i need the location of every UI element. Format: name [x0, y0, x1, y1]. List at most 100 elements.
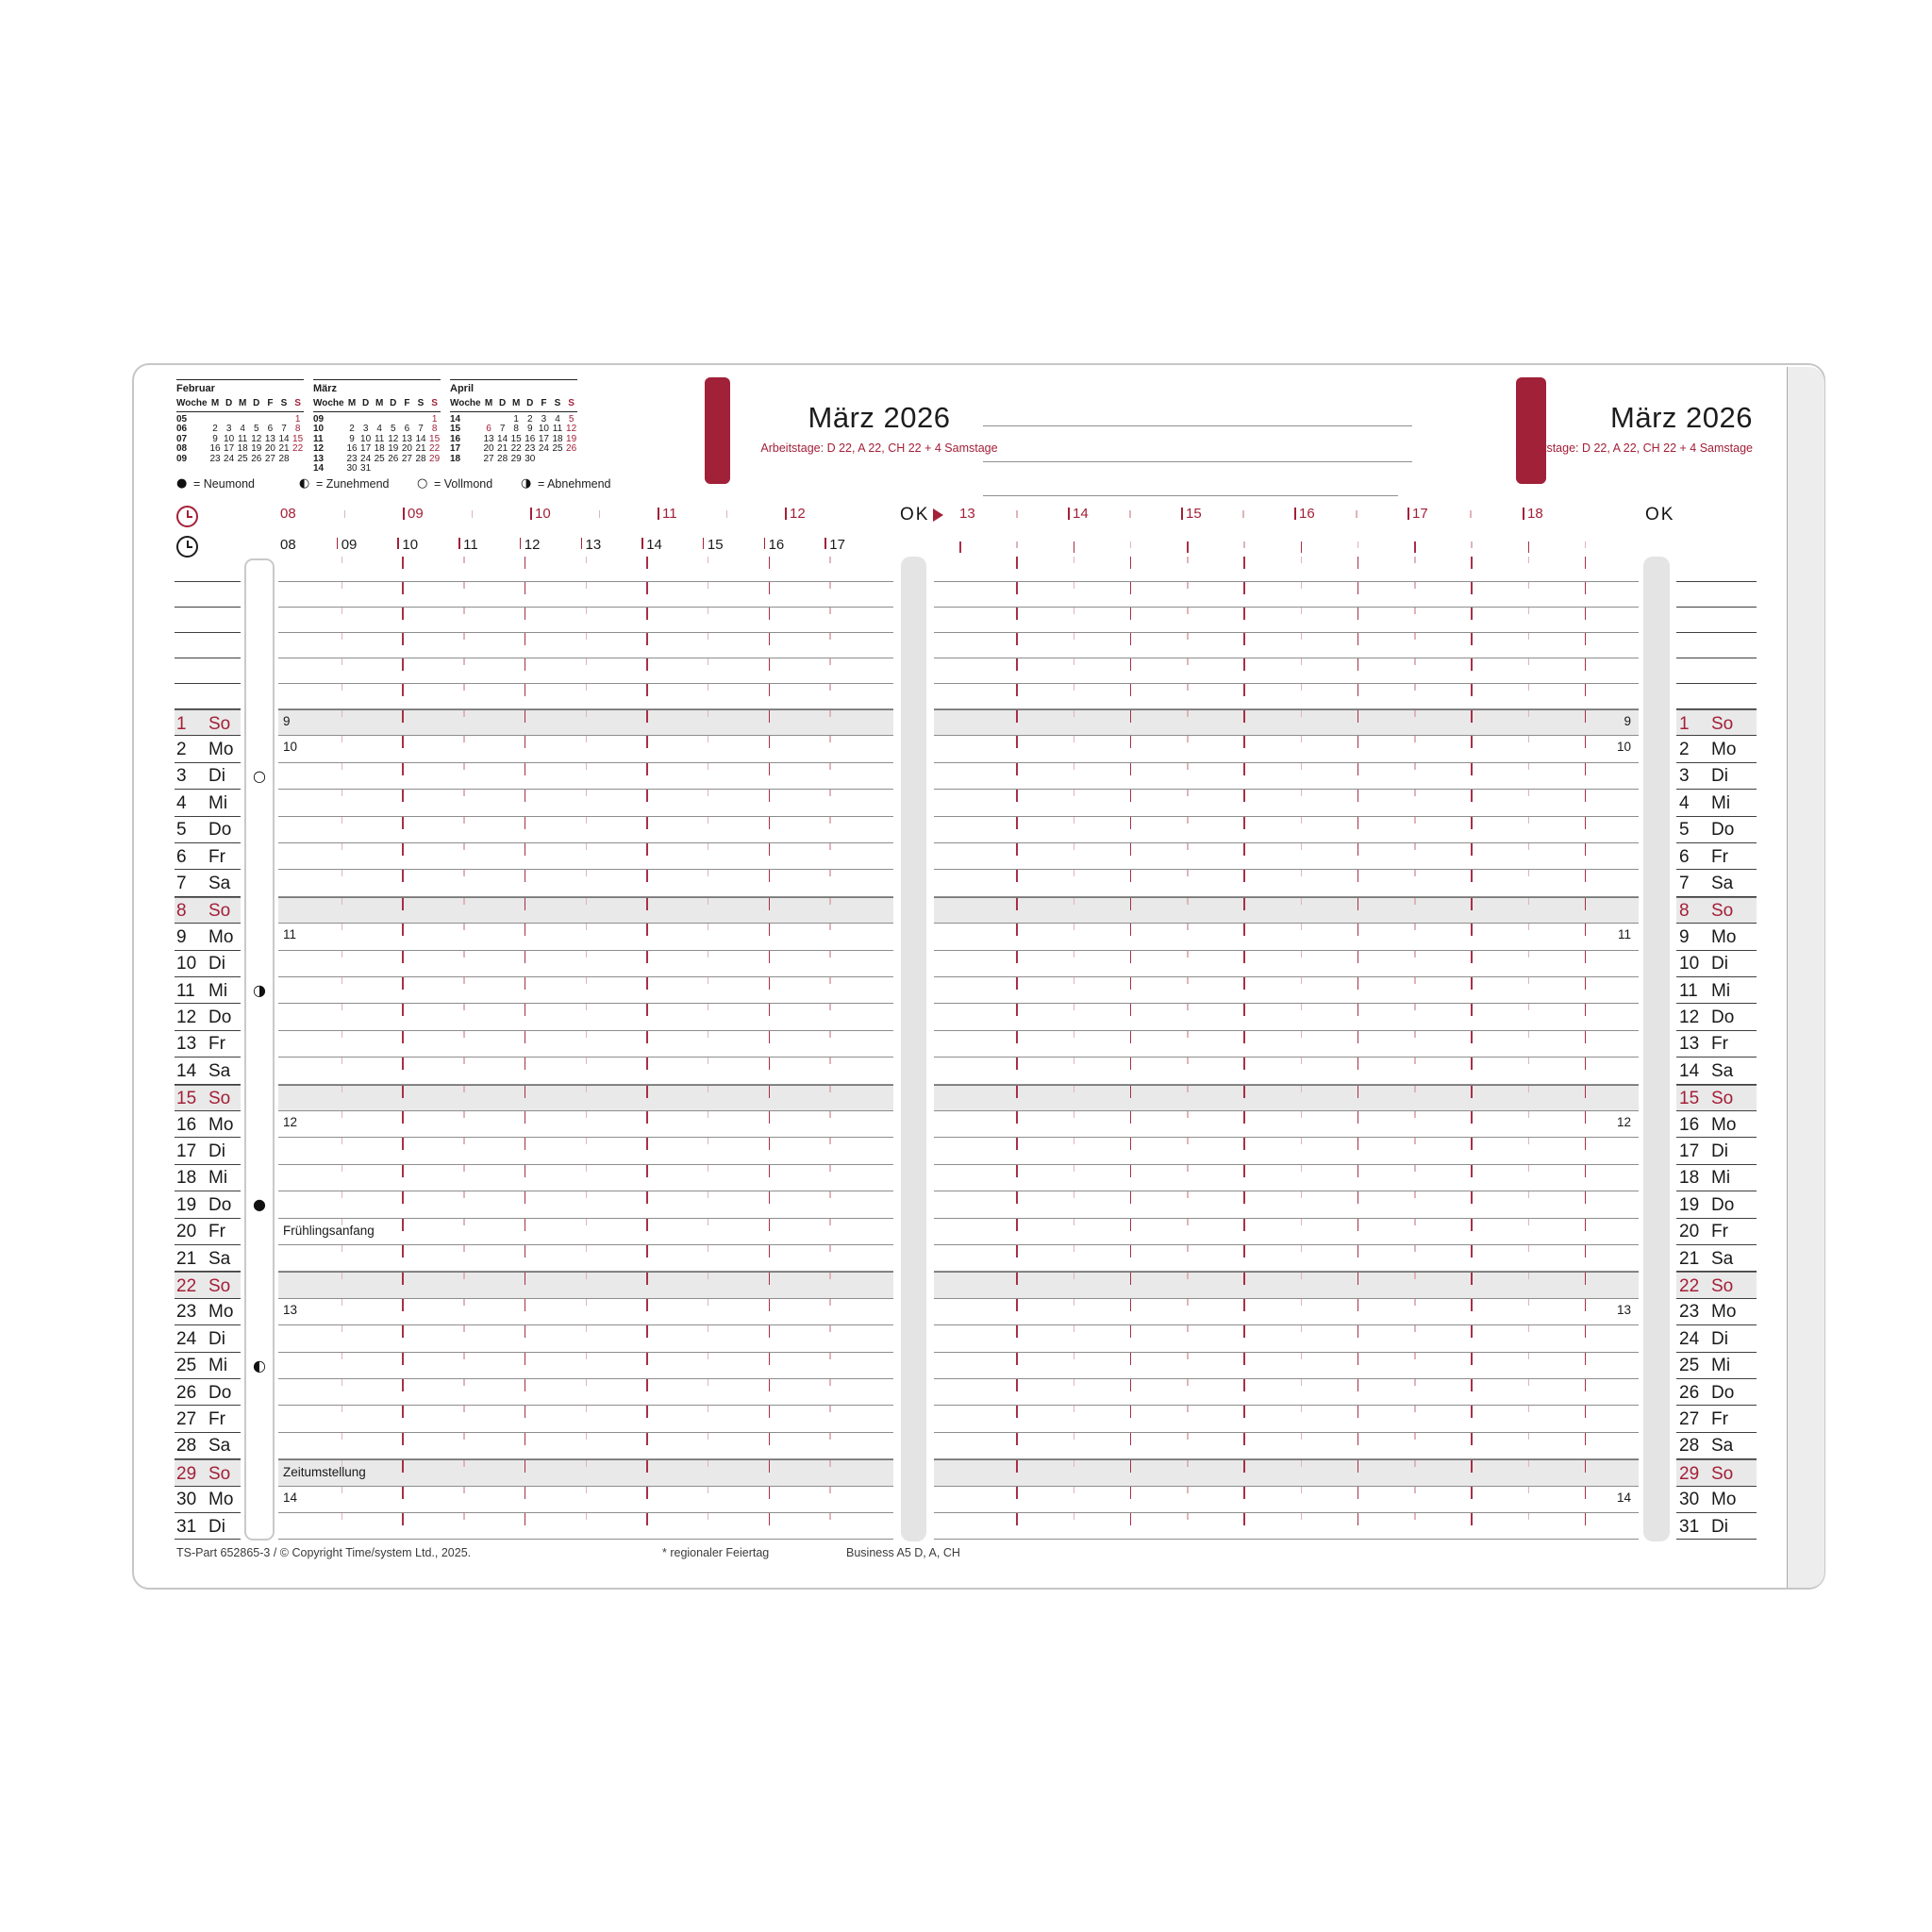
day-number: 22: [1679, 1275, 1700, 1296]
day-number: 19: [1679, 1194, 1700, 1215]
half-hour-tick: [829, 924, 831, 931]
half-hour-tick: [1414, 684, 1416, 691]
mini-cal-day: 16: [525, 433, 536, 444]
hour-tick: [1243, 1004, 1245, 1017]
half-hour-tick: [463, 1352, 465, 1359]
hour-tick: [524, 1245, 526, 1257]
day-row-left: [278, 1245, 893, 1273]
hour-tick: [1016, 924, 1018, 937]
half-hour-tick: [1527, 736, 1529, 743]
half-hour-tick: [1527, 924, 1529, 931]
mini-cal-day: 18: [552, 433, 563, 444]
mini-cal-day: 2: [349, 424, 355, 435]
hour-tick: [1016, 633, 1018, 645]
hour-tick: [402, 736, 404, 749]
hour-tick: [402, 816, 404, 829]
hour-tick: [1523, 508, 1524, 520]
mini-cal-day: 26: [388, 453, 399, 464]
hour-tick: [646, 1273, 648, 1286]
mini-cal-rule: [176, 410, 304, 412]
half-hour-tick: [585, 924, 587, 931]
mini-cal-day: 13: [401, 433, 412, 444]
day-name: Mi: [1711, 792, 1731, 813]
half-hour-tick: [1414, 736, 1416, 743]
red-hour-label: 17: [1412, 506, 1428, 522]
mini-cal-week-number: 06: [176, 424, 188, 435]
mini-cal-week-label: Woche: [313, 397, 344, 408]
mini-cal-title: März: [313, 383, 338, 394]
mini-cal-day: 22: [429, 443, 441, 455]
mini-cal-day: 25: [237, 453, 248, 464]
hour-tick: [1243, 1030, 1245, 1043]
hour-tick: [402, 924, 404, 937]
hour-tick: [1016, 1486, 1018, 1499]
mini-cal-day: 13: [264, 433, 275, 444]
mini-cal-day: 4: [376, 424, 382, 435]
hour-tick: [768, 608, 771, 620]
hour-tick: [1357, 1486, 1359, 1499]
half-hour-tick: [1073, 1030, 1074, 1038]
hour-tick: [646, 1085, 648, 1098]
day-row-right: [934, 1432, 1639, 1460]
half-hour-tick: [463, 762, 465, 770]
mini-cal-day: 18: [237, 443, 248, 455]
day-name: Fr: [1711, 1034, 1728, 1055]
hour-tick: [1471, 1486, 1473, 1499]
half-hour-tick: [1187, 582, 1189, 589]
day-name: So: [208, 1463, 231, 1484]
hour-tick: [402, 1085, 404, 1098]
hour-tick: [646, 762, 648, 775]
week-number: 13: [283, 1302, 298, 1317]
day-name: Fr: [208, 846, 225, 867]
day-row-right: 10: [934, 736, 1639, 763]
half-hour-tick: [1073, 1138, 1074, 1145]
half-hour-tick: [829, 557, 831, 563]
workdays-note: Arbeitstage: D 22, A 22, CH 22 + 4 Samst…: [760, 441, 998, 455]
mini-cal-day: 12: [251, 433, 262, 444]
hour-tick: [524, 1138, 526, 1151]
day-label-left: 9 Mo: [175, 924, 241, 951]
hour-tick: [1357, 762, 1359, 775]
hour-tick: [646, 924, 648, 937]
hour-tick: [824, 538, 826, 549]
half-hour-tick: [341, 1352, 343, 1359]
day-name: Fr: [1711, 1408, 1728, 1429]
half-hour-tick: [585, 1164, 587, 1172]
day-label-right: 31 Di: [1676, 1513, 1757, 1541]
half-hour-tick: [1187, 843, 1189, 850]
half-hour-tick: [1187, 897, 1189, 905]
hour-tick: [1357, 710, 1359, 723]
day-label-left: 4 Mi: [175, 790, 241, 817]
half-hour-tick: [1187, 633, 1189, 640]
half-hour-tick: [1414, 1030, 1416, 1038]
mini-cal-day: 23: [209, 453, 221, 464]
red-hour-label: 13: [959, 506, 975, 522]
half-hour-tick: [1527, 1058, 1529, 1065]
half-hour-tick: [1527, 1138, 1529, 1145]
hour-tick: [646, 1486, 648, 1499]
hour-tick: [1357, 897, 1359, 910]
day-name: Fr: [208, 1034, 225, 1055]
half-hour-tick: [341, 1513, 343, 1520]
hour-tick: [646, 1352, 648, 1365]
half-hour-tick: [707, 950, 709, 958]
day-name: Mi: [1711, 980, 1731, 1001]
half-hour-tick: [585, 762, 587, 770]
half-hour-tick: [1527, 1406, 1529, 1413]
hour-tick: [1357, 870, 1359, 883]
hour-tick: [402, 658, 404, 671]
half-hour-tick: [1187, 1085, 1189, 1092]
half-hour-tick: [1414, 1273, 1416, 1280]
mini-cal-rule: [313, 410, 441, 412]
half-hour-tick: [1527, 633, 1529, 640]
day-row-right: [934, 896, 1639, 924]
day-label-right: 25 Mi: [1676, 1353, 1757, 1379]
day-number: 17: [176, 1141, 197, 1161]
half-hour-tick: [341, 633, 343, 640]
day-number: 18: [176, 1168, 197, 1189]
hour-tick: [1129, 710, 1132, 723]
hour-tick: [1357, 557, 1359, 569]
hour-tick: [1129, 557, 1132, 569]
hour-tick: [1357, 924, 1359, 937]
hour-tick: [1471, 1432, 1473, 1445]
